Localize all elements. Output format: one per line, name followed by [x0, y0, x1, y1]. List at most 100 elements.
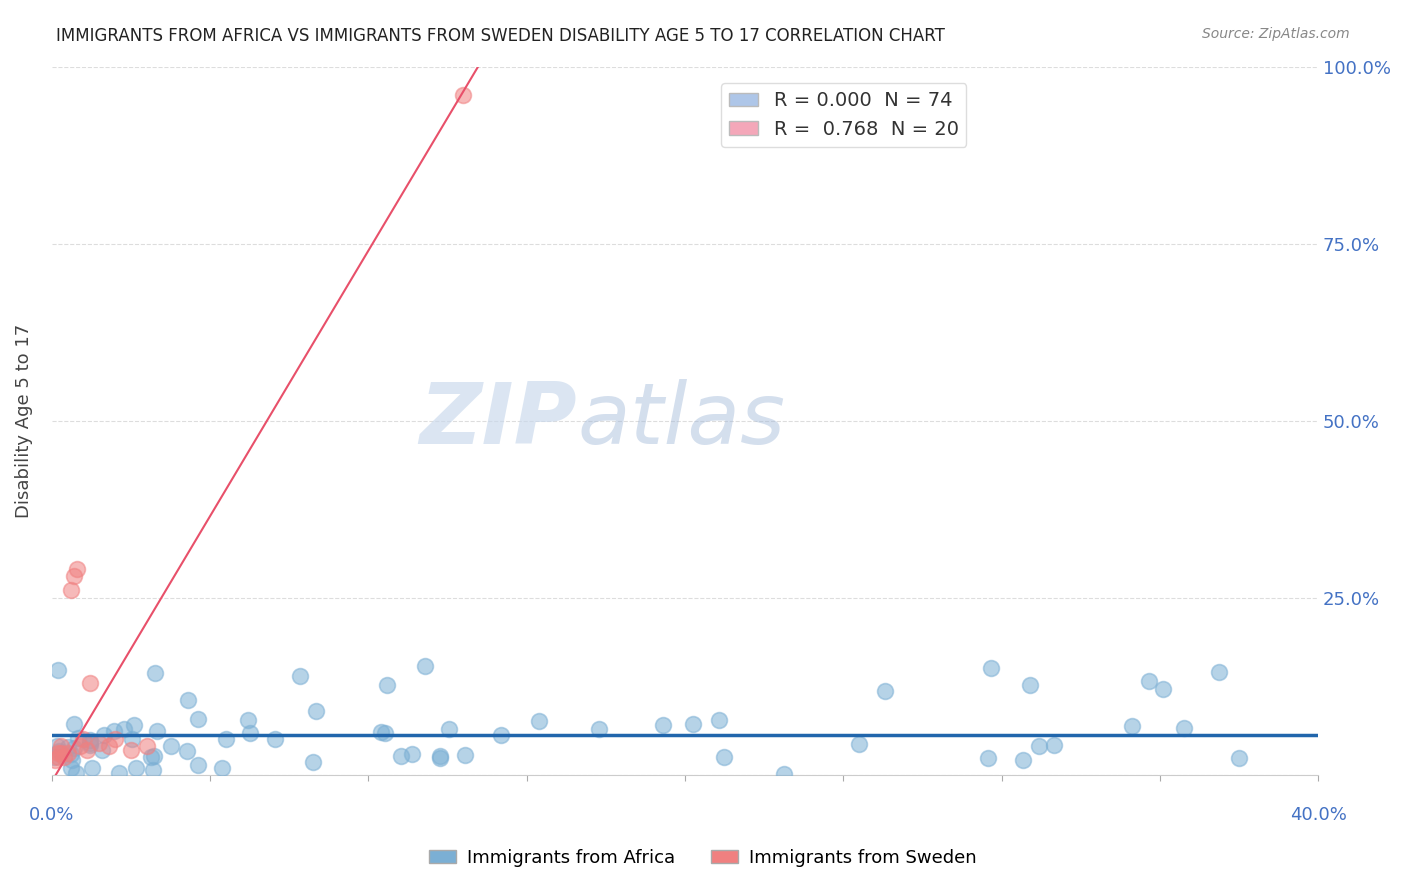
Point: [79, 733, 101, 747]
Point: [46, 747, 69, 761]
Point: [1012, 753, 1035, 767]
Point: [707, 713, 730, 727]
Point: [239, 726, 262, 740]
Point: [980, 661, 1002, 675]
Point: [1229, 750, 1251, 764]
Point: [48, 663, 70, 677]
Point: [370, 724, 392, 739]
Point: [1121, 719, 1143, 733]
Point: [67, 731, 90, 746]
Point: [46, 739, 69, 753]
Point: [873, 684, 896, 698]
Point: [215, 731, 238, 746]
Point: [112, 722, 135, 736]
Point: [1043, 738, 1066, 752]
Point: [238, 713, 260, 727]
Point: [437, 722, 460, 736]
Point: [652, 718, 675, 732]
Point: [1028, 739, 1050, 753]
Point: [65, 765, 87, 780]
Point: [1019, 678, 1042, 692]
Point: [453, 87, 475, 102]
Point: [91, 743, 114, 757]
Point: [62, 754, 84, 768]
Text: atlas: atlas: [578, 379, 786, 462]
Point: [48, 744, 70, 758]
Point: [159, 739, 181, 754]
Point: [122, 718, 145, 732]
Legend: Immigrants from Africa, Immigrants from Sweden: Immigrants from Africa, Immigrants from …: [422, 842, 984, 874]
Point: [772, 767, 794, 781]
Text: IMMIGRANTS FROM AFRICA VS IMMIGRANTS FROM SWEDEN DISABILITY AGE 5 TO 17 CORRELAT: IMMIGRANTS FROM AFRICA VS IMMIGRANTS FRO…: [56, 27, 945, 45]
Point: [1208, 665, 1230, 679]
Point: [51, 747, 73, 761]
Point: [121, 731, 143, 746]
Text: ZIP: ZIP: [419, 379, 578, 462]
Text: 40.0%: 40.0%: [1289, 806, 1347, 824]
Point: [120, 743, 142, 757]
Point: [145, 665, 167, 680]
Point: [53, 750, 76, 764]
Point: [58, 739, 80, 754]
Point: [187, 758, 209, 772]
Point: [288, 669, 311, 683]
Point: [389, 749, 412, 764]
Point: [69, 739, 91, 754]
Point: [177, 693, 200, 707]
Point: [302, 755, 325, 769]
Point: [104, 732, 127, 747]
Point: [79, 675, 101, 690]
Point: [108, 766, 131, 780]
Point: [176, 744, 198, 758]
Point: [125, 761, 148, 775]
Point: [63, 717, 86, 731]
Point: [72, 732, 94, 747]
Point: [135, 739, 157, 754]
Text: 0.0%: 0.0%: [30, 806, 75, 824]
Point: [429, 749, 451, 764]
Point: [59, 747, 82, 762]
Point: [305, 704, 328, 718]
Point: [527, 714, 550, 728]
Point: [413, 659, 436, 673]
Point: [429, 751, 451, 765]
Point: [79, 736, 101, 750]
Point: [79, 738, 101, 752]
Point: [977, 751, 1000, 765]
Point: [375, 678, 398, 692]
Point: [89, 736, 111, 750]
Point: [848, 737, 870, 751]
Point: [59, 761, 82, 775]
Text: Source: ZipAtlas.com: Source: ZipAtlas.com: [1202, 27, 1350, 41]
Point: [80, 761, 103, 775]
Point: [141, 749, 163, 764]
Point: [1137, 674, 1160, 689]
Point: [142, 748, 165, 763]
Point: [187, 712, 209, 726]
Point: [491, 728, 513, 742]
Point: [44, 753, 66, 767]
Point: [103, 724, 125, 739]
Point: [142, 764, 165, 778]
Point: [1152, 681, 1174, 696]
Point: [713, 749, 735, 764]
Point: [453, 748, 475, 763]
Point: [51, 739, 73, 754]
Legend: R = 0.000  N = 74, R =  0.768  N = 20: R = 0.000 N = 74, R = 0.768 N = 20: [721, 83, 966, 146]
Point: [1173, 721, 1195, 735]
Point: [97, 739, 120, 754]
Point: [374, 726, 396, 740]
Point: [63, 740, 86, 755]
Point: [211, 762, 233, 776]
Point: [66, 562, 89, 576]
Point: [76, 743, 98, 757]
Point: [59, 583, 82, 598]
Y-axis label: Disability Age 5 to 17: Disability Age 5 to 17: [15, 324, 32, 517]
Point: [263, 732, 285, 747]
Point: [145, 723, 167, 738]
Point: [401, 747, 423, 761]
Point: [93, 727, 115, 741]
Point: [682, 716, 704, 731]
Point: [46, 750, 69, 764]
Point: [56, 747, 79, 761]
